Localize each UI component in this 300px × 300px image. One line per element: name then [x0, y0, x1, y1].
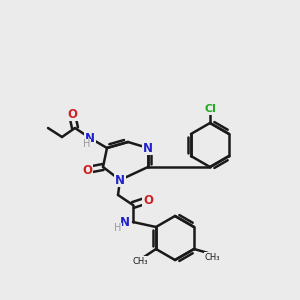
Text: N: N [143, 142, 153, 154]
Text: H: H [114, 223, 122, 233]
Text: O: O [143, 194, 153, 206]
Text: O: O [82, 164, 92, 176]
Text: N: N [120, 215, 130, 229]
Text: CH₃: CH₃ [132, 256, 148, 266]
Text: Cl: Cl [204, 104, 216, 114]
Text: N: N [115, 173, 125, 187]
Text: H: H [83, 139, 91, 149]
Text: O: O [67, 107, 77, 121]
Text: CH₃: CH₃ [204, 253, 220, 262]
Text: N: N [85, 131, 95, 145]
